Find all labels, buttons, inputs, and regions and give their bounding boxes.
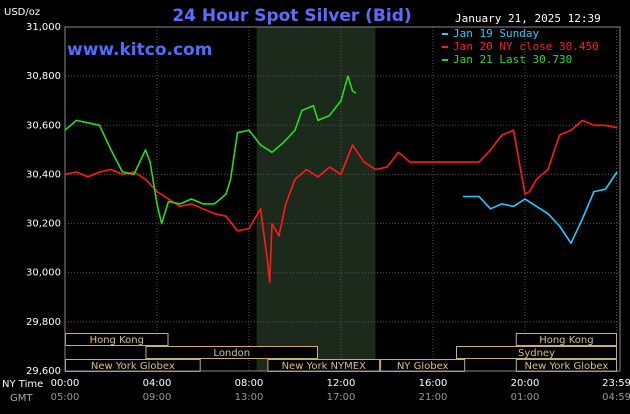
timestamp: January 21, 2025 12:39 bbox=[455, 12, 601, 25]
session-box bbox=[515, 333, 617, 346]
x-row-label: NY Time bbox=[2, 379, 43, 390]
x-tick-label: 20:00 bbox=[511, 378, 540, 389]
x-row-label: GMT bbox=[10, 393, 33, 404]
y-tick-label: 29,800 bbox=[26, 317, 61, 328]
x-tick-label: 12:00 bbox=[327, 378, 356, 389]
y-tick-label: 30,600 bbox=[26, 120, 61, 131]
plot-frame bbox=[64, 26, 621, 372]
session-box bbox=[145, 346, 318, 359]
series-line bbox=[462, 171, 618, 244]
x2-tick-label: 04:59 bbox=[602, 392, 630, 403]
y-axis-label: USD/oz bbox=[4, 7, 40, 18]
session-label: New York Globex bbox=[524, 361, 608, 372]
legend-label: Jan 19 Sunday bbox=[453, 27, 539, 40]
x2-tick-label: 17:00 bbox=[327, 392, 356, 403]
y-tick-label: 30,000 bbox=[26, 268, 61, 279]
y-tick-label: 31,000 bbox=[26, 22, 61, 33]
legend-label: Jan 20 NY close 30.450 bbox=[453, 40, 599, 53]
series-line bbox=[64, 119, 618, 284]
x-tick-label: 00:00 bbox=[51, 378, 80, 389]
session-label: London bbox=[213, 348, 250, 359]
y-tick-label: 30,800 bbox=[26, 71, 61, 82]
x2-tick-label: 13:00 bbox=[235, 392, 264, 403]
x2-tick-label: 21:00 bbox=[419, 392, 448, 403]
chart-title: 24 Hour Spot Silver (Bid) bbox=[172, 6, 411, 26]
x2-tick-label: 09:00 bbox=[143, 392, 172, 403]
legend-label: Jan 21 Last 30.730 bbox=[453, 53, 572, 66]
session-label: Sydney bbox=[518, 348, 555, 359]
x-tick-label: 16:00 bbox=[419, 378, 448, 389]
x2-tick-label: 01:00 bbox=[511, 392, 540, 403]
y-tick-label: 29,600 bbox=[26, 366, 61, 377]
session-label: New York NYMEX bbox=[282, 361, 367, 372]
series-line bbox=[64, 75, 357, 225]
session-label: Hong Kong bbox=[90, 335, 144, 346]
highlight-band bbox=[256, 27, 376, 371]
session-label: NY Globex bbox=[397, 361, 449, 372]
x-tick-label: 04:00 bbox=[143, 378, 172, 389]
x2-tick-label: 05:00 bbox=[51, 392, 80, 403]
x-tick-label: 23:59 bbox=[602, 378, 630, 389]
session-label: New York Globex bbox=[91, 361, 175, 372]
y-tick-label: 30,200 bbox=[26, 219, 61, 230]
watermark: www.kitco.com bbox=[67, 40, 212, 60]
y-tick-label: 30,400 bbox=[26, 169, 61, 180]
session-label: Hong Kong bbox=[539, 335, 593, 346]
session-box bbox=[456, 346, 617, 359]
x-tick-label: 08:00 bbox=[235, 378, 264, 389]
